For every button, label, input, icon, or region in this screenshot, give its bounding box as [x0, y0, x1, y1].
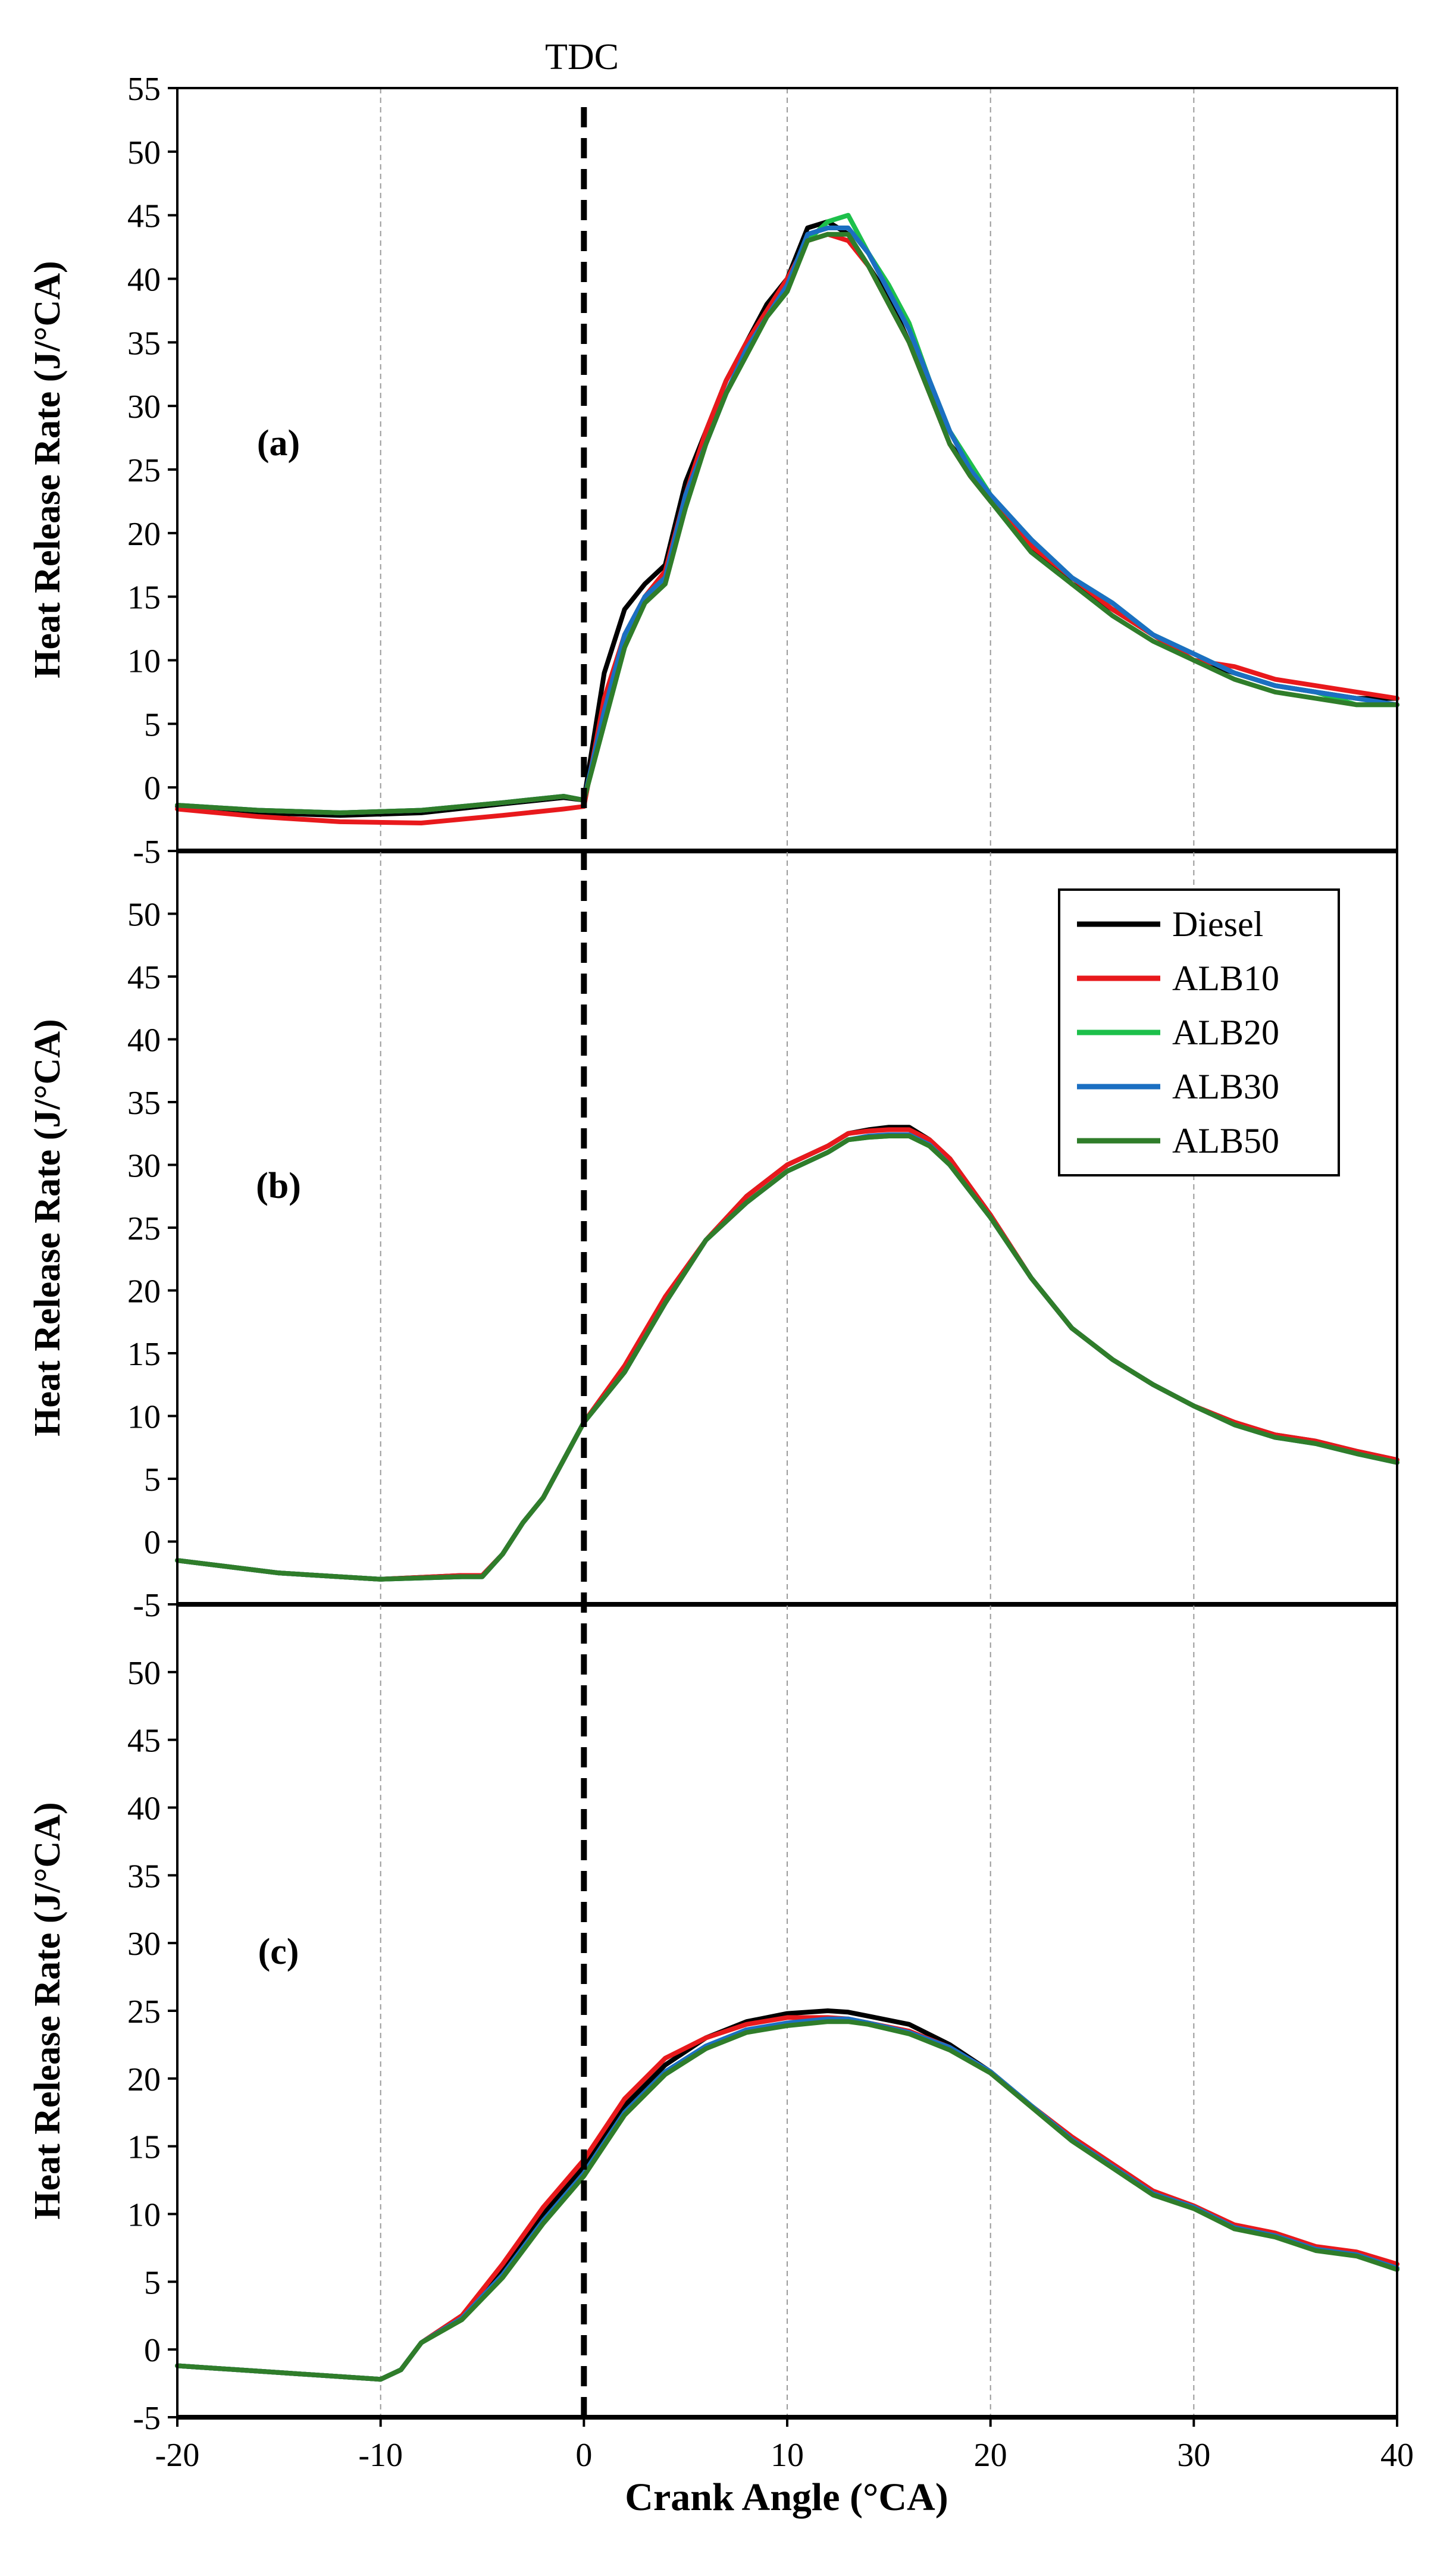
y-tick-label: 10 [127, 643, 161, 680]
y-tick-label: 10 [127, 2197, 161, 2234]
legend-label-alb10: ALB10 [1172, 959, 1279, 998]
y-axis-title: Heat Release Rate (J/°CA) [27, 1802, 68, 2219]
y-tick-label: 50 [127, 134, 161, 171]
x-tick-label: 20 [974, 2437, 1007, 2474]
x-tick-label: 10 [771, 2437, 804, 2474]
y-tick-label: 0 [144, 770, 161, 807]
y-tick-label: 0 [144, 2332, 161, 2369]
y-tick-label: -5 [133, 2400, 161, 2437]
x-tick-label: 40 [1380, 2437, 1414, 2474]
y-axis-title: Heat Release Rate (J/°CA) [27, 261, 68, 678]
series-line-alb50 [175, 1134, 1399, 1582]
y-tick-label: 40 [127, 1791, 161, 1828]
y-tick-label: 15 [127, 580, 161, 617]
y-tick-label: 15 [127, 1336, 161, 1373]
y-tick-label: 30 [127, 1926, 161, 1963]
y-tick-label: 5 [144, 706, 161, 743]
y-tick-label: 35 [127, 1858, 161, 1895]
y-tick-label: 30 [127, 1148, 161, 1185]
y-tick-label: 25 [127, 452, 161, 489]
y-tick-label: -5 [133, 1587, 161, 1624]
y-tick-label: 10 [127, 1399, 161, 1436]
y-tick-label: 35 [127, 1085, 161, 1122]
tdc-label: TDC [545, 37, 619, 77]
panel-label: (b) [256, 1166, 301, 1206]
y-tick-label: 5 [144, 2264, 161, 2301]
y-tick-label: 45 [127, 959, 161, 996]
y-tick-label: 20 [127, 2061, 161, 2098]
legend-label-alb30: ALB30 [1172, 1067, 1279, 1106]
y-tick-label: 45 [127, 1723, 161, 1760]
x-tick-label: -10 [358, 2437, 403, 2474]
x-tick-label: 30 [1177, 2437, 1210, 2474]
panel-3: -5 0 5 10 15 20 25 30 35 40 45 50 (c) Heat Release Ra… [27, 1603, 1414, 2474]
axis-labels: TDC Crank Angle (°CA) [545, 37, 948, 2519]
x-tick-label: 0 [575, 2437, 592, 2474]
y-tick-label: 20 [127, 516, 161, 553]
y-tick-label: -5 [133, 834, 161, 871]
y-tick-label: 40 [127, 1022, 161, 1059]
y-tick-label: 30 [127, 389, 161, 425]
y-tick-label: 15 [127, 2129, 161, 2166]
y-tick-label: 50 [127, 897, 161, 934]
y-tick-label: 5 [144, 1462, 161, 1498]
y-axis-title: Heat Release Rate (J/°CA) [27, 1019, 68, 1436]
panel-2: -5 0 5 10 15 20 25 30 35 40 45 50 (b) Heat Release Ra… [27, 850, 1399, 1624]
legend-label-alb50: ALB50 [1172, 1121, 1279, 1160]
y-tick-label: 25 [127, 1210, 161, 1247]
y-tick-label: 45 [127, 198, 161, 235]
panel-label: (a) [257, 423, 300, 464]
y-tick-label: 50 [127, 1655, 161, 1692]
x-axis-title: Crank Angle (°CA) [625, 2476, 948, 2519]
panel-label: (c) [258, 1932, 299, 1972]
y-tick-label: 20 [127, 1273, 161, 1310]
legend-label-alb20: ALB20 [1172, 1013, 1279, 1052]
legend-label-diesel: Diesel [1172, 905, 1263, 944]
y-tick-label: 35 [127, 325, 161, 362]
legend: Diesel ALB10 ALB20 ALB30 ALB50 [1058, 888, 1340, 1176]
y-tick-label: 55 [127, 71, 161, 108]
x-tick-label: -20 [155, 2437, 200, 2474]
y-tick-label: 0 [144, 1525, 161, 1561]
y-tick-label: 25 [127, 1994, 161, 2030]
series-line-alb50 [175, 2019, 1399, 2382]
y-tick-label: 40 [127, 262, 161, 299]
